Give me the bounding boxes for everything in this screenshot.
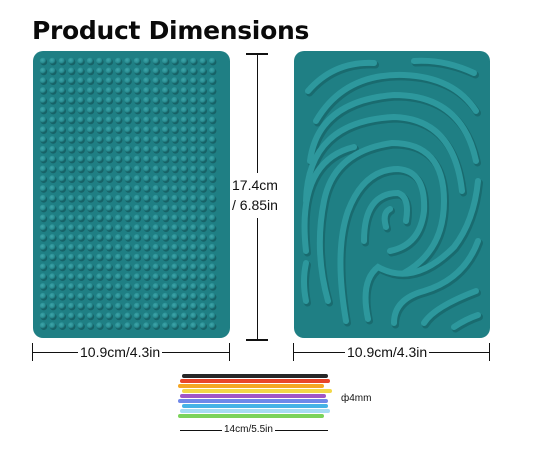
cord-strand <box>180 409 330 413</box>
height-line-lower <box>257 218 258 340</box>
height-in-label: / 6.85in <box>230 197 280 213</box>
cord-strand <box>182 404 328 408</box>
cord-strand <box>178 384 324 388</box>
left-width-label: 10.9cm/4.3in <box>78 344 163 360</box>
cord-strand <box>180 394 326 398</box>
left-width-tick-right <box>229 343 231 361</box>
left-width-tick-left <box>32 343 34 361</box>
cord-strand <box>178 414 324 418</box>
height-bottom-tick <box>246 339 268 341</box>
cord-length-label: 14cm/5.5in <box>222 424 275 435</box>
cord-strand <box>180 379 330 383</box>
cord-strand <box>182 374 328 378</box>
fingerprint-lick-mat <box>294 51 490 338</box>
cord-strand <box>182 389 332 393</box>
right-width-tick-left <box>293 343 295 361</box>
page-title: Product Dimensions <box>32 16 310 45</box>
right-width-tick-right <box>489 343 491 361</box>
height-cm-label: 17.4cm <box>230 177 280 193</box>
dotted-lick-mat <box>33 51 230 338</box>
fingerprint-pattern <box>301 57 483 333</box>
height-line-upper <box>257 53 258 173</box>
cord-diameter-label: ф4mm <box>341 393 372 404</box>
right-width-label: 10.9cm/4.3in <box>345 344 430 360</box>
cord-strand <box>178 399 328 403</box>
bump-grid <box>39 57 217 330</box>
silicone-cords <box>176 374 332 422</box>
